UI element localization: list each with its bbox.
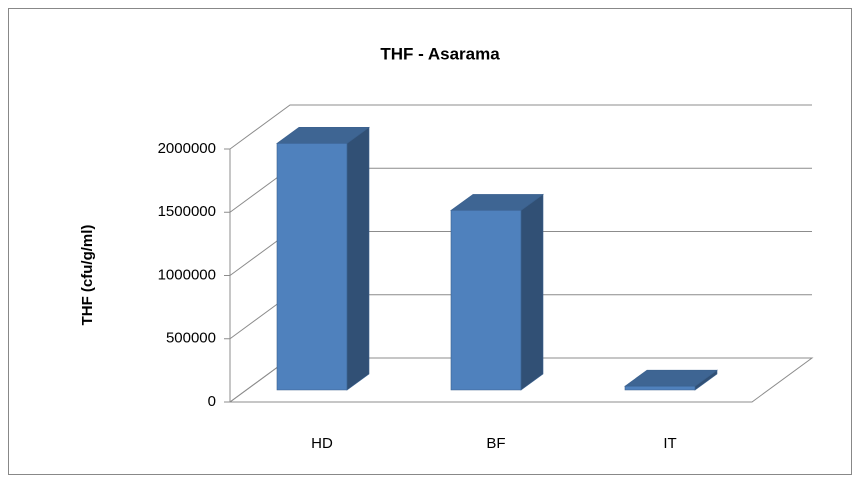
bar-front (450, 210, 522, 391)
y-axis-label: THF (cfu/g/ml) (79, 225, 96, 326)
y-tick-label: 2000000 (158, 140, 216, 157)
bar (276, 126, 370, 391)
chart-title: THF - Asarama (380, 44, 500, 63)
chart-frame (8, 8, 852, 475)
x-tick-label: BF (486, 435, 505, 452)
bar-side (346, 126, 370, 391)
grid-line (229, 104, 812, 150)
bar-side (520, 193, 544, 391)
bar-front (276, 143, 348, 391)
y-tick-label: 1500000 (158, 203, 216, 220)
y-tick-label: 1000000 (158, 266, 216, 283)
bar (624, 369, 718, 391)
bar (450, 193, 544, 391)
y-tick-label: 0 (208, 393, 216, 410)
y-tick-label: 500000 (166, 330, 216, 347)
x-tick-label: HD (311, 435, 333, 452)
x-tick-label: IT (663, 435, 676, 452)
bar-front (624, 385, 696, 391)
